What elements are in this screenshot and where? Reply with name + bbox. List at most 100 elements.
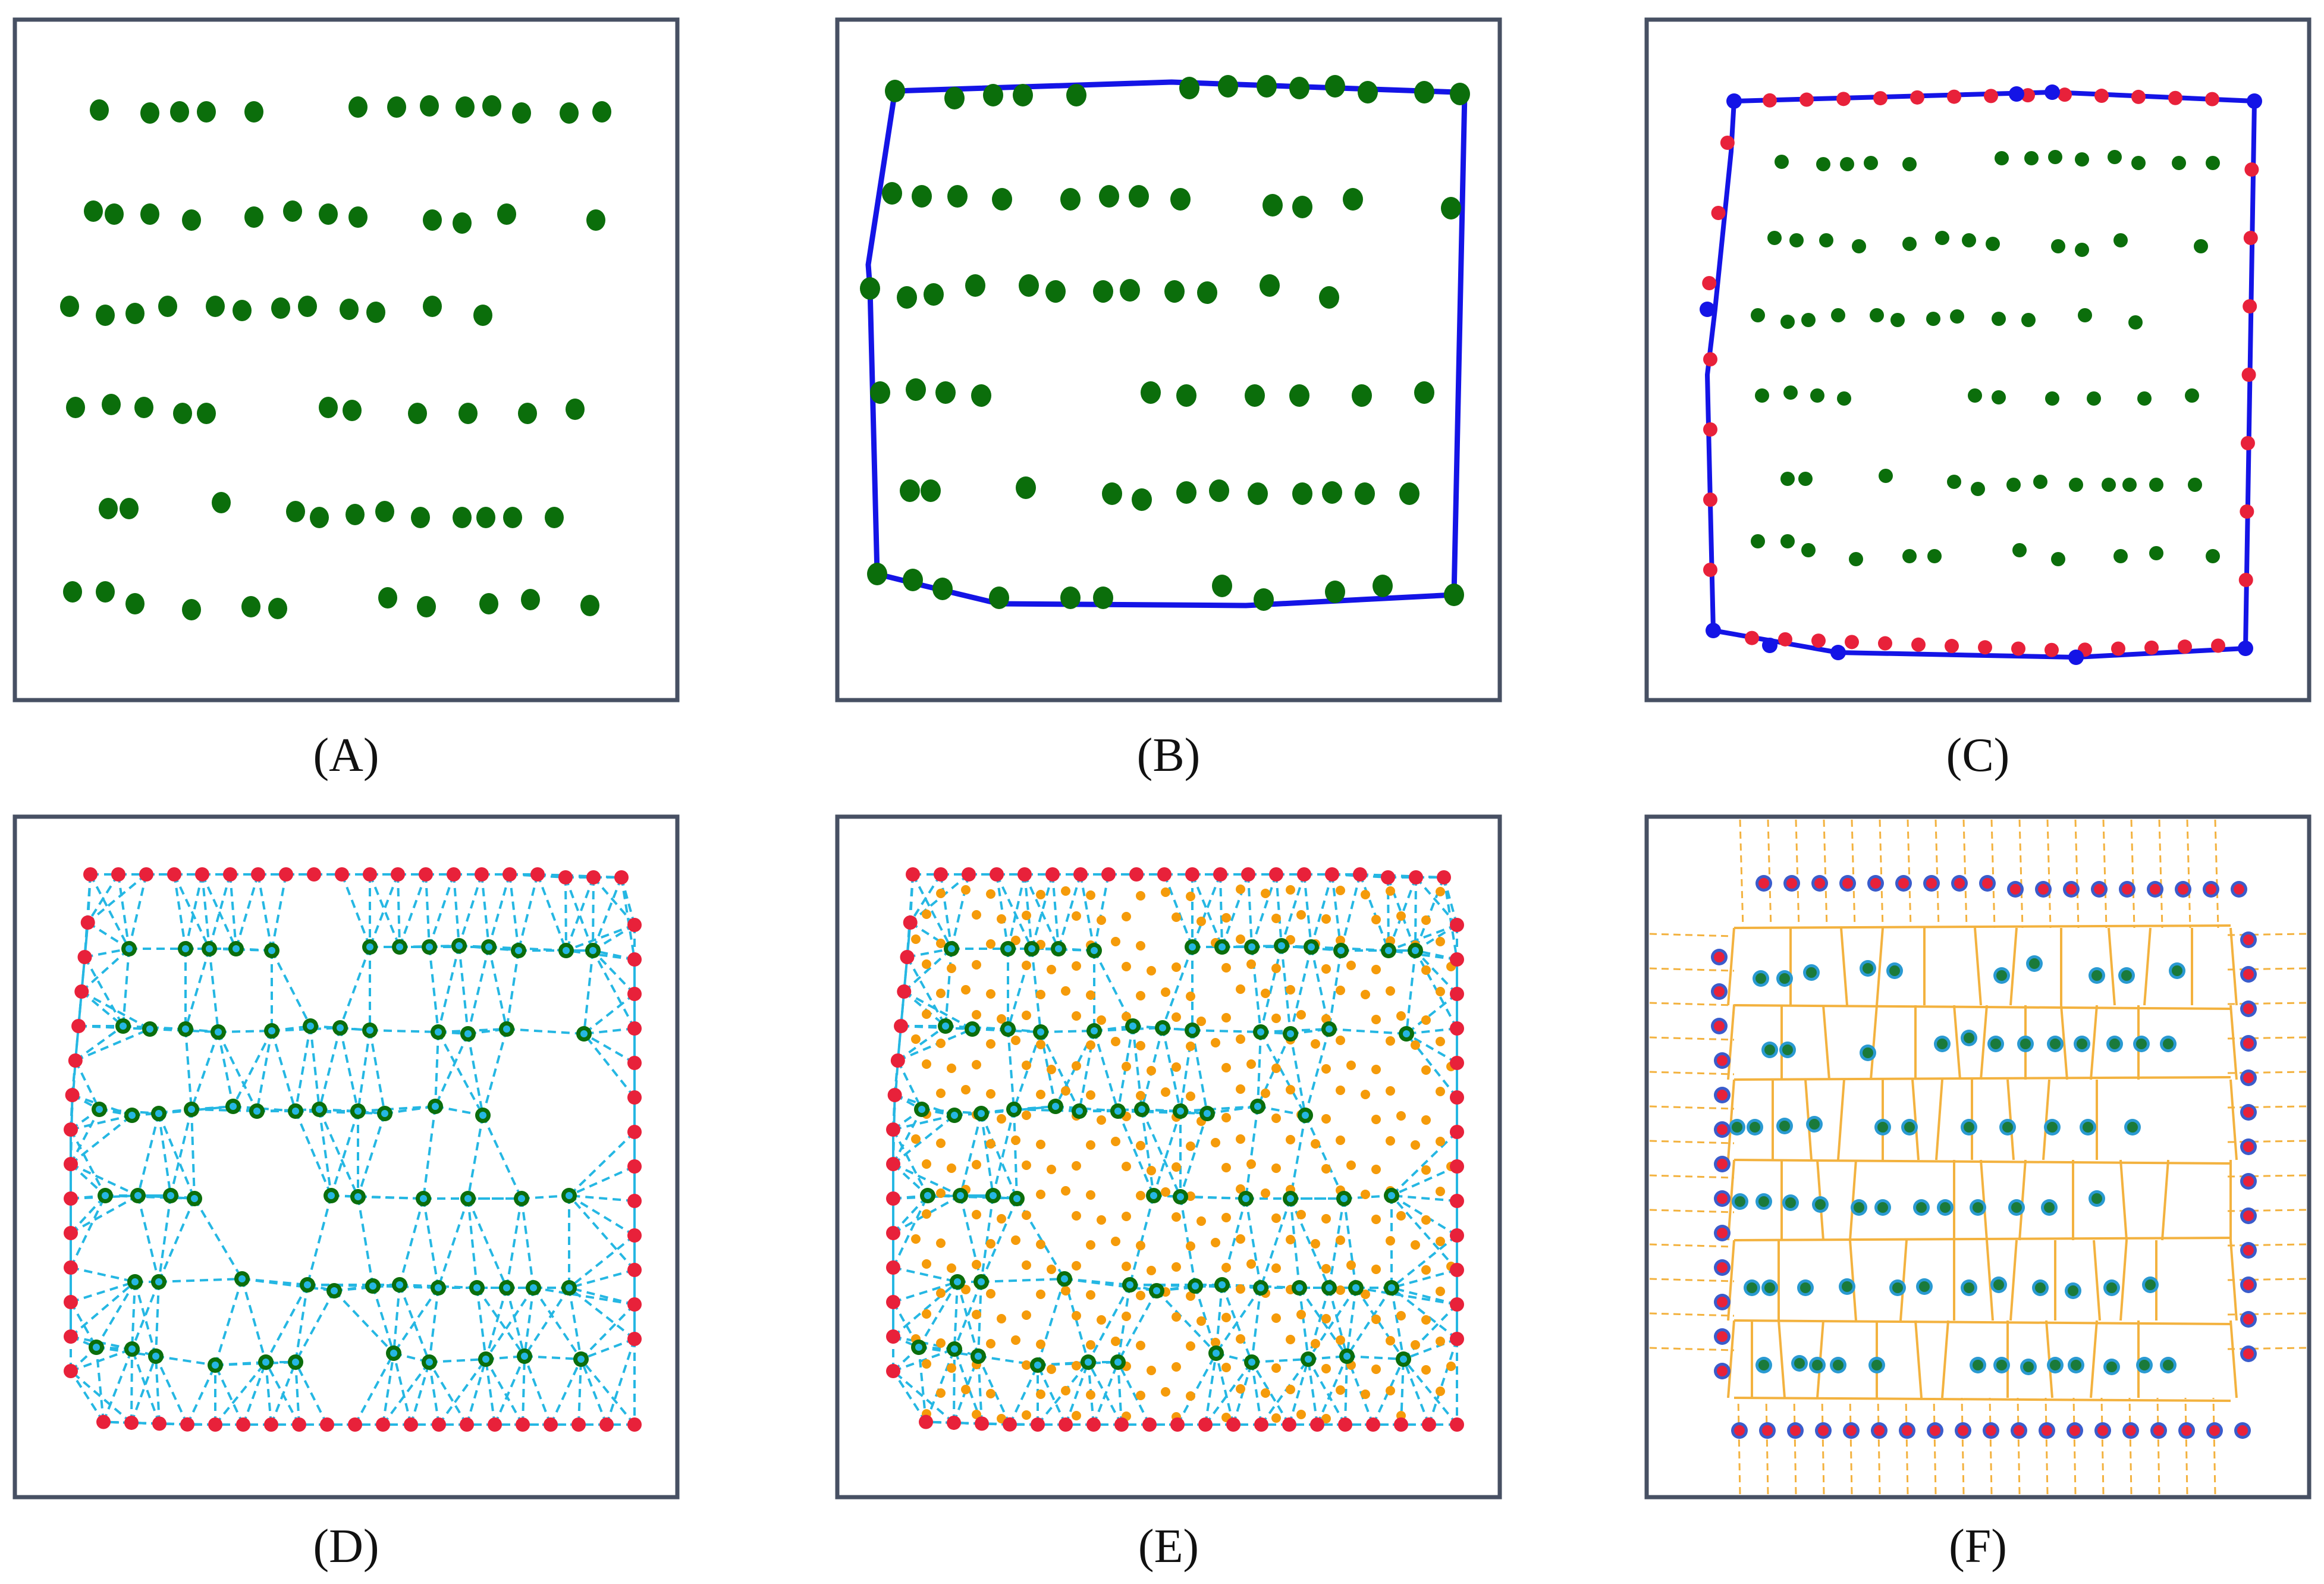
plant-point-marker <box>435 1284 442 1291</box>
plant-point <box>2102 478 2116 492</box>
voronoi-edge <box>2143 927 2152 1006</box>
voronoi-ray <box>1879 819 1884 929</box>
boundary-point <box>2209 1425 2220 1436</box>
centroid-point <box>1072 1261 1081 1271</box>
triangulation-edge <box>903 948 953 993</box>
boundary-point <box>236 1417 250 1432</box>
boundary-point <box>1114 1417 1129 1432</box>
voronoi-ray <box>2158 819 2163 929</box>
plant-point <box>319 397 338 418</box>
voronoi-ray <box>2227 1105 2307 1109</box>
centroid-point <box>922 1209 931 1219</box>
triangulation-edge <box>1289 946 1312 1034</box>
boundary-point <box>1818 1425 1829 1436</box>
plant-point <box>1968 388 1982 403</box>
centroid-point <box>1236 1034 1245 1044</box>
triangulation-edge <box>158 1113 172 1196</box>
plant-point <box>348 96 368 118</box>
plant-point <box>1798 472 1813 486</box>
centroid-point <box>1221 963 1231 973</box>
centroid-point <box>972 910 981 920</box>
plant-point <box>2106 1362 2117 1372</box>
centroid-point <box>1361 1389 1370 1399</box>
triangulation-edge <box>217 1031 258 1112</box>
voronoi-ray <box>2227 1174 2307 1178</box>
centroid-point <box>986 1089 995 1099</box>
boundary-point <box>1926 878 1937 889</box>
triangulation-edge <box>1247 874 1253 948</box>
centroid-point <box>1436 1087 1445 1096</box>
centroid-point <box>986 1239 995 1249</box>
boundary-point <box>2243 1003 2254 1014</box>
plant-point-marker <box>1326 1284 1333 1291</box>
boundary-point <box>2045 642 2059 657</box>
centroid-point <box>1336 886 1345 895</box>
triangulation-edge <box>265 1362 272 1425</box>
boundary-point <box>447 867 461 882</box>
boundary-point <box>2243 1314 2254 1325</box>
plant-point <box>1289 77 1309 99</box>
plant-point <box>1399 482 1419 505</box>
triangulation-edge <box>1117 1362 1151 1425</box>
voronoi-edge <box>1727 1005 1735 1080</box>
triangulation-edge <box>435 1105 483 1116</box>
boundary-point <box>1073 867 1088 882</box>
triangulation-edge <box>524 1355 582 1360</box>
triangulation-edge <box>1391 1287 1458 1306</box>
boundary-point <box>320 1417 334 1432</box>
centroid-point <box>1172 912 1181 922</box>
centroid-point <box>936 1238 946 1248</box>
triangulation-edge <box>467 1198 508 1288</box>
centroid-point <box>1286 885 1295 895</box>
centroid-point <box>1047 1265 1056 1274</box>
boundary-point <box>2243 1245 2254 1256</box>
centroid-point <box>1196 1017 1206 1026</box>
triangulation-edge <box>523 1356 552 1425</box>
centroid-point <box>1122 962 1131 971</box>
boundary-point <box>195 867 209 882</box>
triangulation-edge <box>537 873 622 879</box>
plant-point-marker <box>1343 1353 1351 1360</box>
boundary-point <box>886 1226 900 1240</box>
boundary-point <box>1958 1425 1968 1436</box>
voronoi-edge <box>1899 1240 1908 1321</box>
centroid-point <box>986 1339 995 1348</box>
boundary-point <box>1786 878 1797 889</box>
triangulation-edge <box>1251 1362 1263 1425</box>
boundary-point <box>1450 1159 1464 1174</box>
plant-point <box>197 403 216 424</box>
triangulation-edge <box>980 1195 994 1282</box>
triangulation-edge <box>532 1287 582 1360</box>
plant-point <box>983 84 1003 106</box>
panel-frame <box>1644 17 2312 702</box>
plant-point-marker <box>230 1103 237 1110</box>
boundary-point <box>627 1159 642 1174</box>
boundary-point <box>627 1090 642 1105</box>
boundary-point <box>2042 1425 2052 1436</box>
centroid-point <box>1022 1210 1031 1220</box>
triangulation-edge <box>592 924 636 952</box>
centroid-point <box>911 1034 921 1044</box>
plant-point-marker <box>182 945 189 952</box>
boundary-point <box>627 1332 642 1346</box>
plant-point <box>1950 309 1964 324</box>
voronoi-edge <box>1727 1159 1735 1241</box>
plant-point-marker <box>366 1027 373 1034</box>
plant-point-marker <box>1308 943 1315 951</box>
plant-point-marker <box>1085 1359 1092 1366</box>
boundary-point <box>903 915 918 930</box>
plant-point <box>1871 1360 1882 1370</box>
voronoi-edge <box>1837 1079 1845 1160</box>
centroid-point <box>1186 1341 1195 1351</box>
triangulation-edge <box>1402 1359 1430 1425</box>
plant-point <box>1849 552 1863 566</box>
triangulation-edge <box>80 990 124 1027</box>
plant-point <box>2023 1362 2034 1372</box>
plant-point <box>566 399 585 420</box>
triangulation-edge <box>978 1355 1038 1366</box>
plant-point-marker <box>354 1193 362 1200</box>
voronoi-ray <box>2227 1243 2307 1247</box>
centroid-point <box>1371 1015 1381 1024</box>
boundary-point <box>516 1417 530 1432</box>
plant-point-marker <box>182 1025 189 1033</box>
